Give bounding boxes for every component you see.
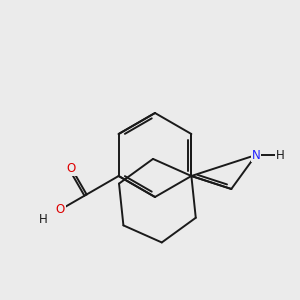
Text: O: O bbox=[56, 203, 65, 216]
Text: N: N bbox=[252, 148, 260, 161]
Text: H: H bbox=[276, 148, 285, 161]
Text: O: O bbox=[67, 162, 76, 175]
Text: H: H bbox=[39, 213, 47, 226]
